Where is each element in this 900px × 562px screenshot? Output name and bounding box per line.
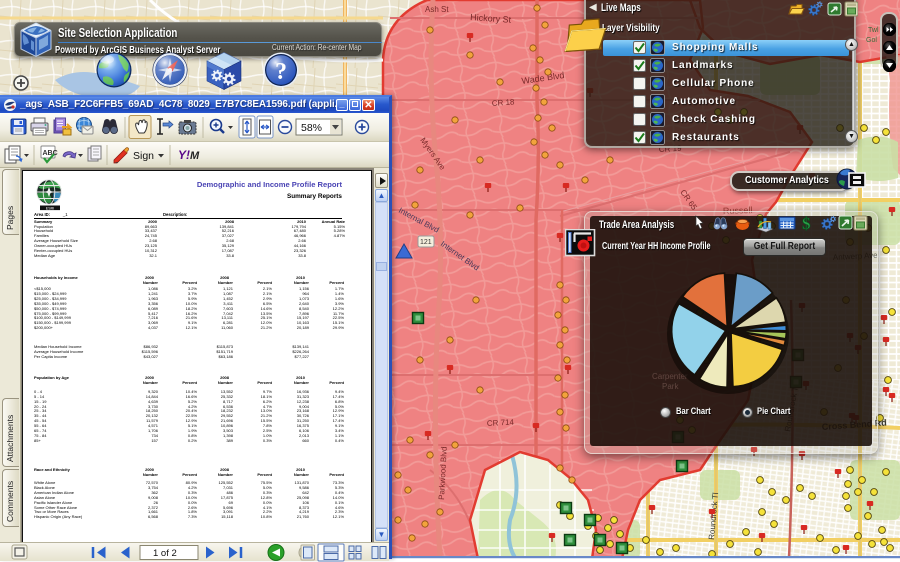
svg-text:ABC: ABC <box>43 150 58 157</box>
svg-text:58%: 58% <box>301 122 322 134</box>
svg-text:Twl: Twl <box>868 27 879 34</box>
svg-text:Sign: Sign <box>133 150 154 162</box>
svg-text:Roundrock Tl: Roundrock Tl <box>707 492 720 540</box>
svg-text:CR 714: CR 714 <box>487 418 515 428</box>
svg-text:CR 18: CR 18 <box>492 97 516 108</box>
svg-text:1 of 2: 1 of 2 <box>153 548 177 559</box>
svg-text:121: 121 <box>420 239 432 246</box>
svg-text:$: $ <box>802 214 811 233</box>
svg-text:CR 19: CR 19 <box>659 144 683 154</box>
svg-text:M: M <box>190 150 200 162</box>
svg-text:Gol: Gol <box>866 37 877 44</box>
svg-text:Ash St: Ash St <box>425 5 449 14</box>
svg-text:Russell: Russell <box>723 205 753 216</box>
svg-text:Y!: Y! <box>178 148 190 162</box>
svg-text:Hickory St: Hickory St <box>470 12 512 25</box>
svg-text:Parkwood Blvd: Parkwood Blvd <box>437 446 449 500</box>
svg-text:ESRI: ESRI <box>46 206 54 210</box>
